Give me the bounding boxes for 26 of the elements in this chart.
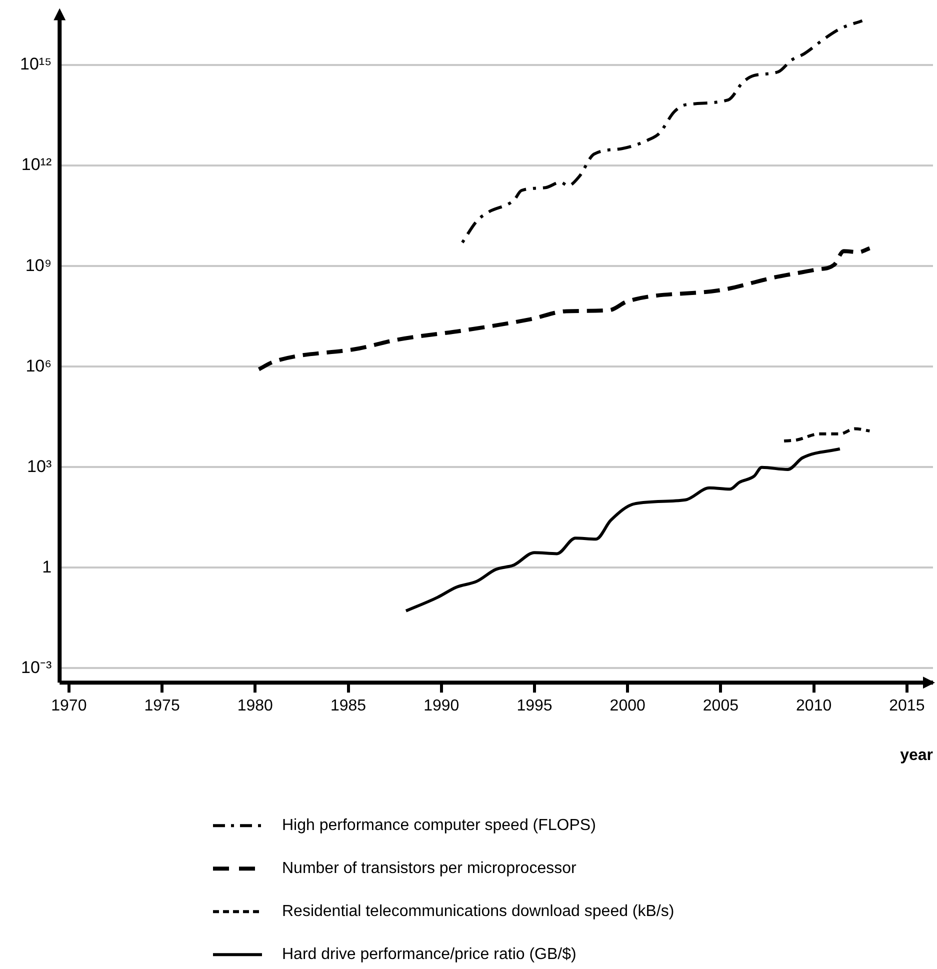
x-tick-label: 1975 [144, 698, 180, 715]
line-series [460, 19, 864, 245]
x-tick-label: 2000 [610, 698, 646, 715]
x-tick-label: 2015 [889, 698, 925, 715]
y-tick-label: 10⁹ [25, 256, 52, 275]
y-tick-label: 10⁻³ [21, 658, 52, 677]
x-tick-label: 1990 [424, 698, 460, 715]
x-tick-label: 1970 [51, 698, 87, 715]
line-series [404, 447, 842, 612]
y-tick-label: 10¹² [21, 155, 52, 174]
legend-label: Number of transistors per microprocessor [282, 860, 577, 878]
legend-label: Hard drive performance/price ratio (GB/$) [282, 946, 576, 964]
y-tick-label: 1 [42, 557, 52, 576]
x-axis-title: year [900, 746, 933, 764]
legend-label: Residential telecommunications download speed (kB/s) [282, 903, 674, 920]
x-tick-label: 2010 [796, 698, 832, 715]
x-tick-label: 1995 [516, 698, 552, 715]
x-tick-label: 1980 [237, 698, 274, 715]
line-series [782, 427, 872, 443]
legend-label: High performance computer speed (FLOPS) [282, 817, 596, 834]
line-series [256, 246, 872, 372]
y-tick-label: 10⁶ [26, 356, 52, 376]
x-tick-label: 2005 [702, 698, 739, 715]
x-tick-label: 1985 [330, 698, 366, 715]
y-tick-label: 10³ [27, 456, 52, 476]
y-tick-label: 10¹⁵ [20, 54, 52, 74]
